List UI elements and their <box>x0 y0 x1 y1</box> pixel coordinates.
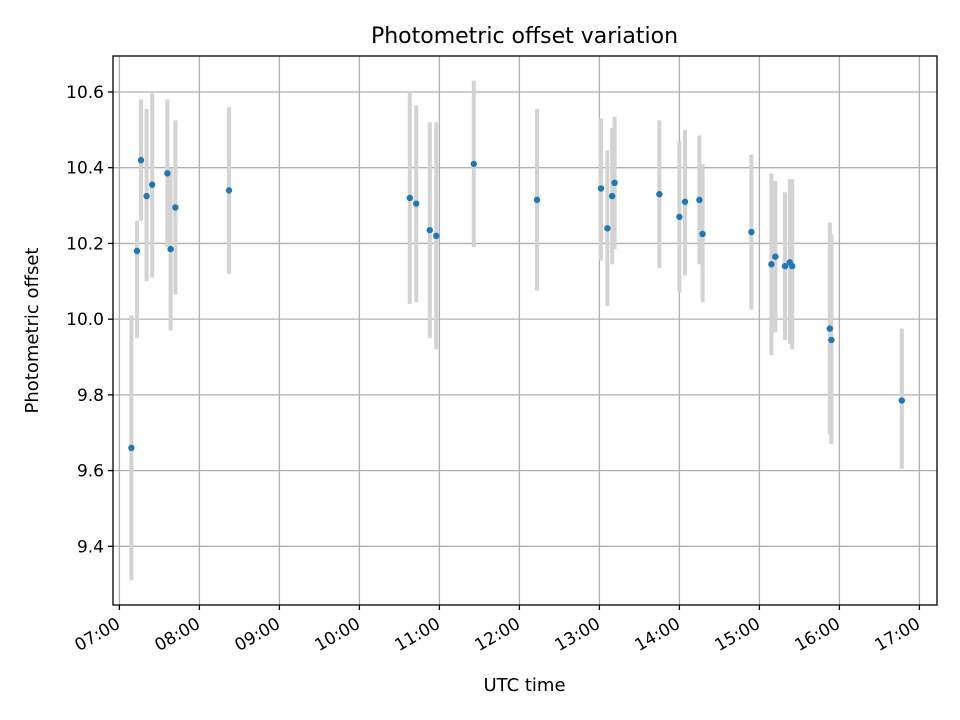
x-tick-label: 07:00 <box>71 614 123 656</box>
data-point <box>604 225 611 232</box>
data-point <box>781 262 789 270</box>
data-point <box>609 192 616 200</box>
data-point <box>149 181 156 188</box>
data-point <box>656 190 663 198</box>
x-tick-label: 10:00 <box>311 614 363 656</box>
data-point <box>426 226 433 234</box>
data-point <box>164 170 171 177</box>
data-point <box>828 336 835 344</box>
data-point <box>748 228 755 236</box>
data-point <box>433 232 440 240</box>
data-point <box>143 192 150 200</box>
data-point <box>772 253 779 260</box>
data-point <box>167 245 174 253</box>
data-point <box>406 194 413 202</box>
x-tick-label: 15:00 <box>711 614 763 656</box>
y-axis-label: Photometric offset <box>22 248 43 414</box>
x-tick-label: 08:00 <box>151 614 203 656</box>
x-axis-label: UTC time <box>483 675 565 696</box>
y-tick-label: 9.6 <box>77 462 104 482</box>
data-point <box>696 196 703 204</box>
error-bars <box>129 80 904 581</box>
grid-lines <box>113 56 937 605</box>
data-point <box>597 185 605 192</box>
y-tick-label: 10.6 <box>66 83 104 103</box>
x-tick-label: 16:00 <box>791 614 843 656</box>
y-tick-label: 9.8 <box>77 386 104 406</box>
y-tick-label: 10.0 <box>66 310 104 330</box>
y-axis-ticks: 9.4 9.6 9.8 10.0 10.2 10.4 10.6 <box>66 83 113 557</box>
x-tick-label: 09:00 <box>231 614 283 656</box>
data-point <box>699 230 706 238</box>
data-point <box>470 160 477 168</box>
data-points <box>128 156 905 452</box>
data-point <box>413 200 420 207</box>
y-tick-label: 10.2 <box>66 234 104 254</box>
data-point <box>681 198 689 205</box>
x-axis-ticks: 07:00 08:00 09:00 10:00 11:00 12:00 13:00 14:00… <box>71 605 924 656</box>
data-point <box>898 397 905 404</box>
x-tick-label: 17:00 <box>871 614 923 656</box>
y-tick-label: 10.4 <box>66 159 104 179</box>
data-point <box>172 204 179 211</box>
x-tick-label: 14:00 <box>631 614 683 656</box>
x-tick-label: 12:00 <box>471 614 523 656</box>
data-point <box>533 196 541 204</box>
data-point <box>676 213 683 221</box>
y-tick-label: 9.4 <box>77 537 104 557</box>
data-point <box>768 261 775 268</box>
data-point <box>789 262 796 270</box>
x-tick-label: 11:00 <box>391 614 443 656</box>
data-point <box>128 444 135 452</box>
data-point <box>133 247 141 255</box>
chart-title: Photometric offset variation <box>371 24 678 49</box>
x-tick-label: 13:00 <box>551 614 603 656</box>
data-point <box>137 156 145 164</box>
data-point <box>225 187 233 194</box>
data-point <box>611 179 618 187</box>
data-point <box>826 325 833 332</box>
plot-frame <box>112 55 938 606</box>
